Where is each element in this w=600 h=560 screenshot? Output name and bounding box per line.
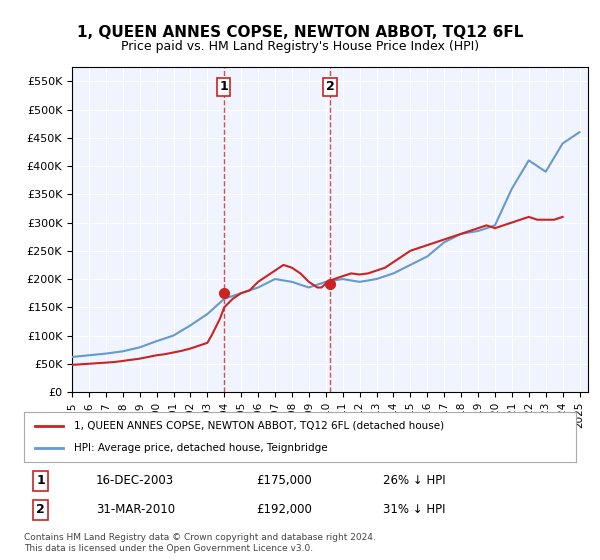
Text: 1, QUEEN ANNES COPSE, NEWTON ABBOT, TQ12 6FL (detached house): 1, QUEEN ANNES COPSE, NEWTON ABBOT, TQ12… <box>74 421 444 431</box>
Text: 1: 1 <box>219 80 228 93</box>
Text: Price paid vs. HM Land Registry's House Price Index (HPI): Price paid vs. HM Land Registry's House … <box>121 40 479 53</box>
Text: HPI: Average price, detached house, Teignbridge: HPI: Average price, detached house, Teig… <box>74 443 328 453</box>
Text: 31% ↓ HPI: 31% ↓ HPI <box>383 503 445 516</box>
Text: Contains HM Land Registry data © Crown copyright and database right 2024.
This d: Contains HM Land Registry data © Crown c… <box>24 533 376 553</box>
Text: 1, QUEEN ANNES COPSE, NEWTON ABBOT, TQ12 6FL: 1, QUEEN ANNES COPSE, NEWTON ABBOT, TQ12… <box>77 25 523 40</box>
Text: 31-MAR-2010: 31-MAR-2010 <box>96 503 175 516</box>
Text: £175,000: £175,000 <box>256 474 311 487</box>
Text: 2: 2 <box>36 503 45 516</box>
Text: 26% ↓ HPI: 26% ↓ HPI <box>383 474 445 487</box>
Text: 1: 1 <box>36 474 45 487</box>
Text: 16-DEC-2003: 16-DEC-2003 <box>96 474 174 487</box>
Text: £192,000: £192,000 <box>256 503 312 516</box>
Text: 2: 2 <box>326 80 334 93</box>
